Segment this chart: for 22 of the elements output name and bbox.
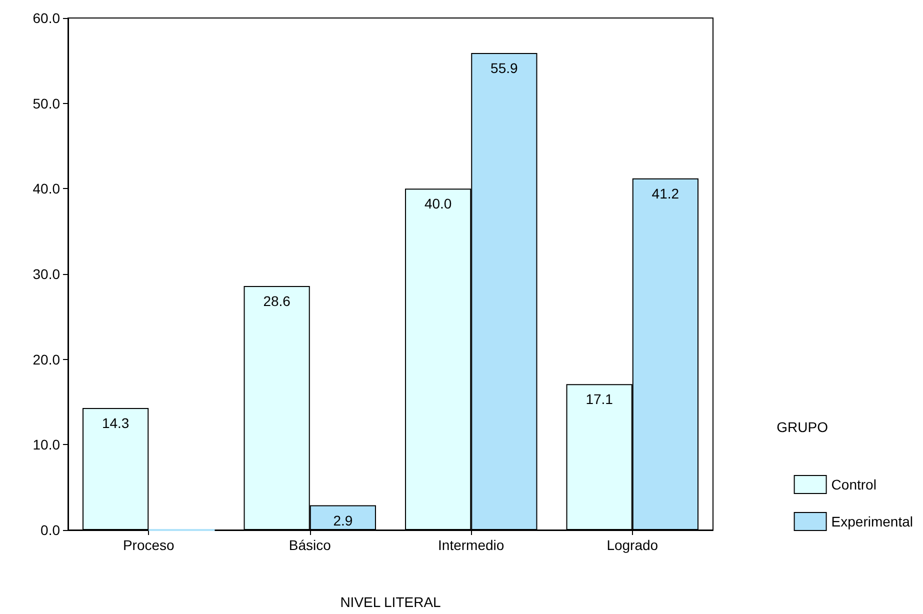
x-tick-label: Logrado bbox=[606, 537, 658, 553]
legend-label: Experimental bbox=[831, 514, 913, 530]
data-label: 55.9 bbox=[490, 60, 518, 76]
legend-title: GRUPO bbox=[776, 419, 828, 435]
y-tick-label: 60.0 bbox=[32, 10, 60, 26]
y-tick-label: 0.0 bbox=[40, 522, 60, 538]
x-tick-label: Básico bbox=[288, 537, 332, 553]
legend-label: Control bbox=[831, 476, 876, 492]
data-label: 14.3 bbox=[102, 414, 130, 431]
y-tick-label: 10.0 bbox=[32, 436, 60, 453]
data-label: 17.1 bbox=[586, 391, 614, 408]
x-tick-label: Intermedio bbox=[438, 537, 504, 553]
y-tick-label: 30.0 bbox=[32, 266, 60, 282]
y-tick-label: 20.0 bbox=[32, 351, 60, 368]
data-label: 41.2 bbox=[652, 185, 680, 202]
x-tick-label: Proceso bbox=[122, 537, 175, 553]
y-tick-label: 40.0 bbox=[32, 180, 60, 197]
data-label: 28.6 bbox=[263, 292, 291, 309]
x-axis-title: NIVEL LITERAL bbox=[340, 594, 442, 610]
y-tick-label: 50.0 bbox=[32, 95, 60, 112]
data-label: 2.9 bbox=[333, 512, 353, 528]
data-label: 40.0 bbox=[424, 196, 452, 212]
